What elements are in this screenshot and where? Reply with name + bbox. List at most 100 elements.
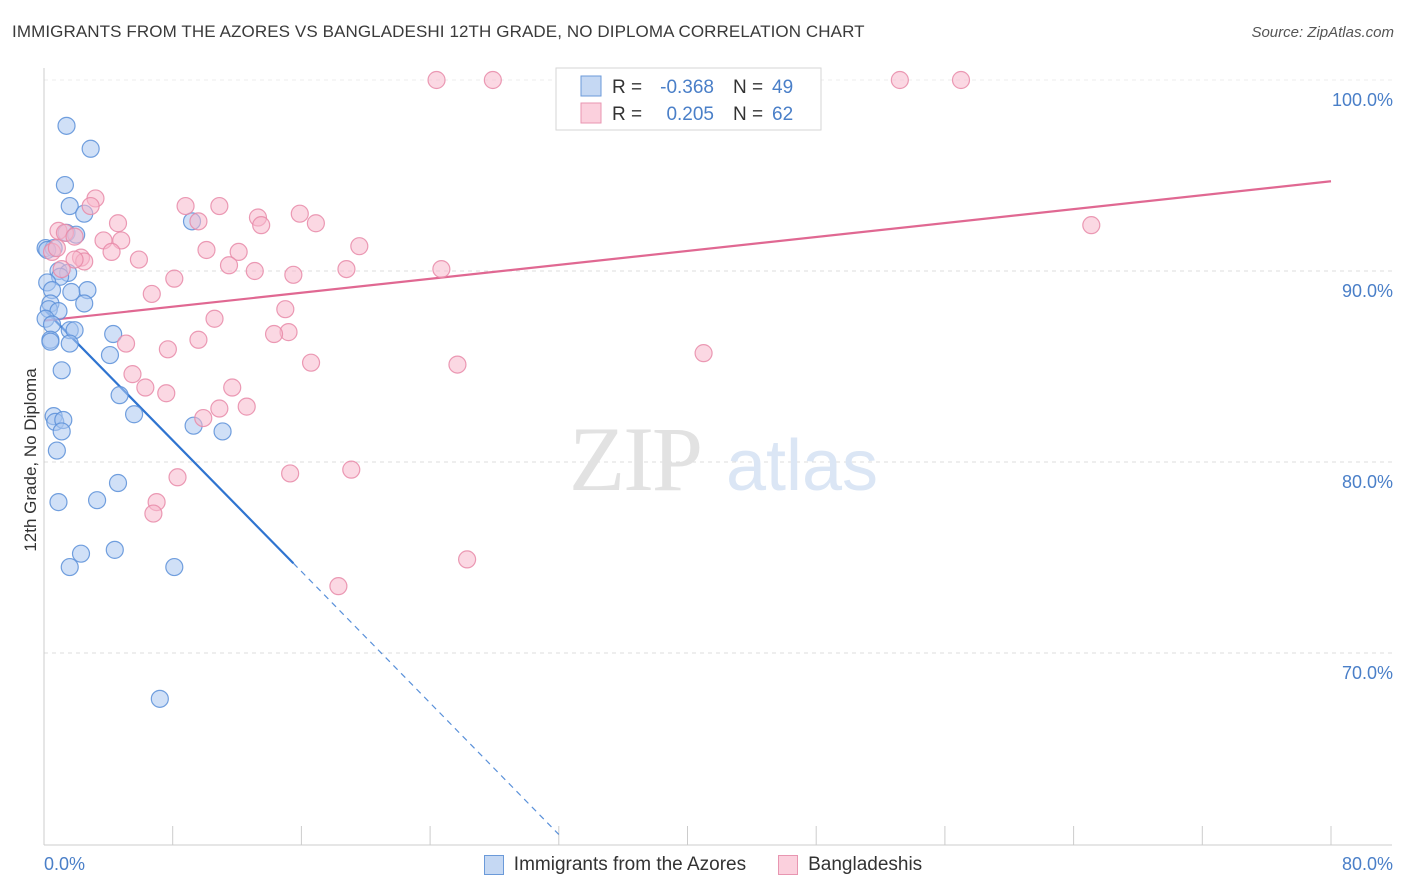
bangladeshi-point xyxy=(194,408,213,428)
azores-point xyxy=(213,422,232,441)
azores-point xyxy=(60,334,79,353)
bangladeshi-point xyxy=(448,355,467,374)
azores-point xyxy=(62,282,81,302)
bangladeshi-point xyxy=(264,324,284,344)
bangladeshi-point xyxy=(284,265,303,284)
bangladeshi-point xyxy=(342,460,361,479)
series-legend: Immigrants from the Azores Bangladeshis xyxy=(0,852,1406,878)
bangladeshi-point xyxy=(142,284,161,304)
bangladeshi-point xyxy=(951,70,971,90)
watermark-zip: ZIP xyxy=(569,408,701,510)
azores-point xyxy=(71,544,91,563)
bangladeshi-point xyxy=(65,250,84,269)
bangladeshi-point xyxy=(281,464,300,483)
azores-point xyxy=(150,689,169,708)
axes: 100.0% 90.0% 80.0% 70.0% 0.0% 80.0% xyxy=(43,68,1393,874)
bangladeshi-point xyxy=(483,70,502,90)
y-axis-label-group: 12th Grade, No Diploma xyxy=(21,368,40,552)
bangladeshi-point xyxy=(252,216,271,235)
bangladeshi-point xyxy=(210,399,229,418)
bangladeshi-point xyxy=(432,259,451,279)
bangladeshi-point xyxy=(189,212,208,231)
bangladeshi-point xyxy=(301,353,321,372)
bangladeshi-point xyxy=(1082,216,1101,235)
correlation-legend: R = -0.368 N = 49 R = 0.205 N = 62 xyxy=(555,67,822,131)
legend-item-azores: Immigrants from the Azores xyxy=(483,854,746,876)
legend-r-label: R = xyxy=(612,77,642,98)
bangladeshi-point xyxy=(144,504,163,523)
azores-point xyxy=(104,324,123,344)
azores-point xyxy=(87,491,107,510)
azores-point xyxy=(100,345,120,365)
bangladeshi-point xyxy=(245,261,264,281)
azores-point xyxy=(41,332,60,351)
bangladeshi-point xyxy=(176,196,195,216)
bangladeshi-point xyxy=(329,577,348,596)
azores-point xyxy=(105,540,124,559)
zipatlas-watermark: ZIP atlas xyxy=(569,408,878,510)
azores-point xyxy=(124,405,144,424)
azores-point xyxy=(110,386,129,405)
x-tick-label: 80.0% xyxy=(1342,854,1393,874)
bangladeshi-point xyxy=(108,214,128,233)
bangladeshi-point xyxy=(229,242,248,261)
legend-r-label: R = xyxy=(612,104,642,125)
bangladeshi-point xyxy=(189,330,208,349)
legend-n-value: 62 xyxy=(772,104,793,125)
legend-r-value: -0.368 xyxy=(660,77,714,98)
azores-point xyxy=(52,422,71,441)
bangladeshi-point xyxy=(136,378,155,397)
bangladeshi-point xyxy=(205,309,224,328)
bangladeshi-point xyxy=(350,237,369,256)
source-credit: Source: ZipAtlas.com xyxy=(1251,24,1394,41)
azores-point xyxy=(47,441,66,460)
bangladeshi-point xyxy=(306,214,325,233)
y-tick-label: 80.0% xyxy=(1342,472,1393,492)
bangladeshi-trend-line xyxy=(43,180,1332,322)
bangladeshi-point xyxy=(81,196,100,216)
bangladeshi-point xyxy=(52,259,71,279)
x-tick-label: 0.0% xyxy=(44,854,85,874)
bangladeshi-point xyxy=(276,300,295,319)
grid-lines xyxy=(44,79,1392,654)
legend-swatch xyxy=(580,102,602,124)
bangladeshi-point xyxy=(47,238,66,258)
legend-label-bangladeshis: Bangladeshis xyxy=(808,854,923,875)
azores-point xyxy=(52,361,71,380)
watermark-atlas: atlas xyxy=(726,426,878,506)
bangladeshi-point xyxy=(290,204,309,223)
legend-n-label: N = xyxy=(733,104,763,125)
azores-trend-line xyxy=(43,308,295,565)
azores-point xyxy=(60,557,79,577)
legend-r-value: 0.205 xyxy=(666,104,714,125)
y-axis-label: 12th Grade, No Diploma xyxy=(21,368,40,552)
legend-item-bangladeshis: Bangladeshis xyxy=(778,854,922,876)
azores-point xyxy=(75,294,94,313)
azores-point xyxy=(57,116,76,135)
azores-point xyxy=(49,493,68,512)
legend-n-label: N = xyxy=(733,77,763,98)
data-points xyxy=(36,70,1101,708)
bangladeshi-point xyxy=(223,378,242,397)
azores-point xyxy=(81,139,100,158)
azores-point xyxy=(165,557,184,577)
bangladeshi-point xyxy=(694,344,713,363)
legend-swatch xyxy=(580,75,602,97)
azores-point xyxy=(42,315,62,334)
azores-point xyxy=(108,473,128,493)
bangladeshi-point xyxy=(157,384,176,403)
bangladeshi-point xyxy=(210,196,229,216)
bangladeshi-point xyxy=(890,70,909,90)
bangladeshi-point xyxy=(123,365,142,384)
azores-point xyxy=(60,196,79,216)
bangladeshi-point xyxy=(158,340,177,359)
bangladeshi-point xyxy=(427,70,446,90)
legend-swatch-blue xyxy=(483,855,504,875)
azores-point xyxy=(55,175,75,195)
y-tick-label: 90.0% xyxy=(1342,281,1393,301)
bangladeshi-point xyxy=(197,240,216,260)
bangladeshi-point xyxy=(65,227,84,246)
y-tick-label: 100.0% xyxy=(1332,90,1393,110)
chart-title: IMMIGRANTS FROM THE AZORES VS BANGLADESH… xyxy=(12,22,865,41)
